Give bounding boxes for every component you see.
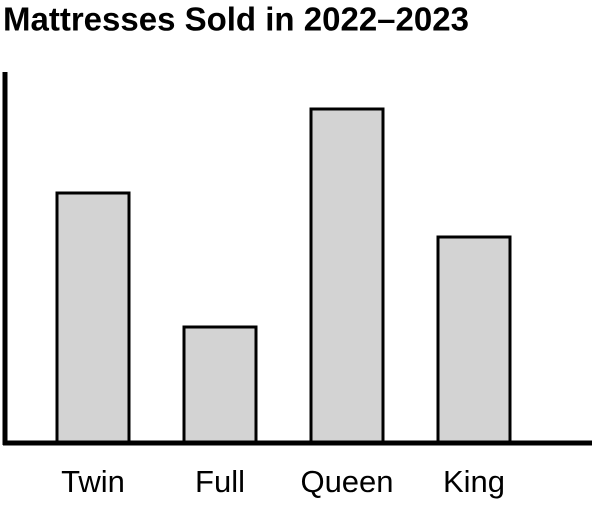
bar bbox=[182, 325, 258, 445]
x-tick-label: Full bbox=[195, 464, 245, 499]
x-tick-label: Queen bbox=[300, 464, 393, 499]
x-tick-label: Twin bbox=[61, 464, 125, 499]
x-tick-label: King bbox=[443, 464, 505, 499]
bar bbox=[436, 235, 512, 445]
chart-title: Mattresses Sold in 2022–2023 bbox=[3, 1, 469, 38]
bar bbox=[55, 191, 131, 445]
bar bbox=[309, 107, 385, 445]
